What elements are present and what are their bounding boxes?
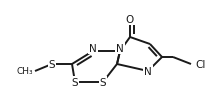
Text: N: N [89,44,97,54]
Text: N: N [144,66,152,76]
Text: S: S [49,59,55,69]
Text: S: S [72,77,78,87]
Text: Cl: Cl [195,59,205,69]
Text: CH₃: CH₃ [16,67,33,76]
Text: N: N [116,44,124,54]
Text: S: S [100,77,106,87]
Text: O: O [126,15,134,25]
